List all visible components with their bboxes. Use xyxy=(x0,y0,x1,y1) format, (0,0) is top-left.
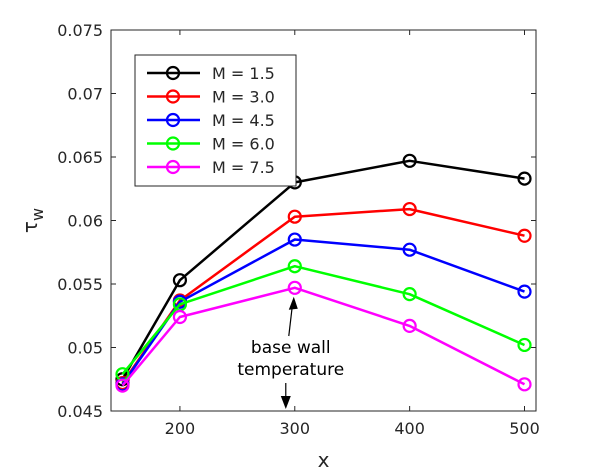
legend-marker xyxy=(165,136,181,151)
data-point xyxy=(402,318,417,334)
y-tick-label: 0.055 xyxy=(57,275,103,294)
y-tick-label: 0.065 xyxy=(57,148,103,167)
x-tick-label: 400 xyxy=(394,419,425,438)
data-point xyxy=(402,242,417,257)
data-point xyxy=(517,228,532,243)
x-tick-label: 300 xyxy=(280,419,311,438)
legend-marker xyxy=(165,112,181,128)
y-axis-label-symbol: τ xyxy=(18,221,42,233)
legend-marker xyxy=(165,65,181,81)
data-point xyxy=(287,209,302,224)
y-axis-label-subscript: w xyxy=(28,208,47,221)
annotation-text-line: base wall xyxy=(251,338,331,358)
y-tick-label: 0.06 xyxy=(67,212,103,231)
data-point xyxy=(287,280,302,295)
legend-label: M = 1.5 xyxy=(212,64,275,83)
annotation-up-arrowhead xyxy=(288,296,298,310)
data-point xyxy=(287,232,302,247)
x-tick-label: 200 xyxy=(165,419,196,438)
series-line-4 xyxy=(121,264,526,375)
legend-label: M = 6.0 xyxy=(212,135,275,154)
data-point xyxy=(402,201,417,217)
y-tick-label: 0.07 xyxy=(67,85,103,104)
data-point xyxy=(517,377,532,392)
legend-label: M = 3.0 xyxy=(212,88,275,107)
data-point xyxy=(115,378,130,393)
y-tick-label: 0.075 xyxy=(57,21,103,40)
data-point xyxy=(287,259,302,274)
legend-label: M = 4.5 xyxy=(212,111,275,130)
y-tick-label: 0.045 xyxy=(57,402,103,421)
data-point xyxy=(402,153,417,168)
series-line-5 xyxy=(121,286,526,387)
y-tick-label: 0.05 xyxy=(67,339,103,358)
y-axis-label: τw xyxy=(18,208,47,233)
data-point xyxy=(517,284,532,299)
data-point xyxy=(172,309,188,325)
data-point xyxy=(172,273,188,288)
data-point xyxy=(517,337,532,353)
x-axis-label: x xyxy=(318,448,330,472)
x-tick-label: 500 xyxy=(509,419,540,438)
legend: M = 1.5 M = 3.0 M = 4.5 M = 6.0 M = 7.5 xyxy=(134,54,297,187)
annotation-down-arrowhead xyxy=(280,396,291,409)
data-point xyxy=(402,287,417,302)
data-point xyxy=(517,171,532,186)
annotation-text-line: temperature xyxy=(237,360,344,380)
legend-marker xyxy=(165,89,181,104)
legend-label: M = 7.5 xyxy=(212,158,275,177)
legend-marker xyxy=(165,159,181,175)
plot-area: 0.045 0.05 0.055 0.06 0.065 0.07 0.075 200 300 40… xyxy=(18,21,540,472)
